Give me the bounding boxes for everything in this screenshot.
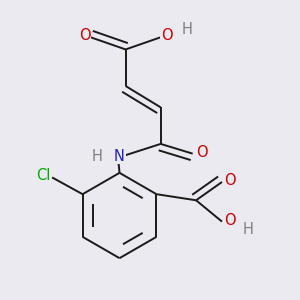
Text: O: O [161, 28, 172, 43]
Text: Cl: Cl [36, 168, 50, 183]
Text: N: N [114, 148, 125, 164]
Text: O: O [224, 213, 236, 228]
Text: O: O [196, 145, 208, 160]
Text: O: O [224, 173, 236, 188]
Text: H: H [181, 22, 192, 37]
Text: H: H [92, 148, 103, 164]
Text: H: H [242, 222, 253, 237]
Text: O: O [79, 28, 90, 43]
